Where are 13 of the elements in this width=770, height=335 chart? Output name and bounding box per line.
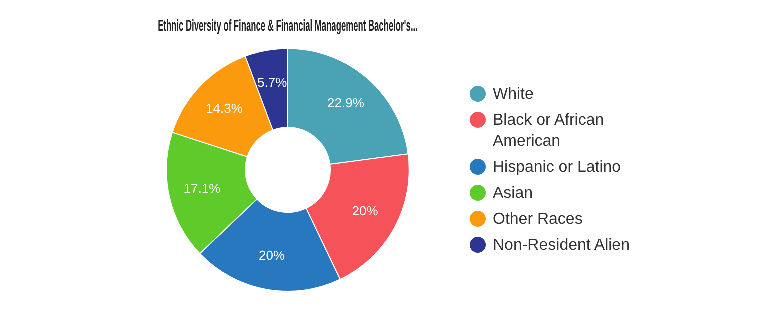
legend-label: Other Races <box>493 210 584 230</box>
data-label: 20% <box>352 204 379 219</box>
legend-label: White <box>493 85 535 105</box>
legend-label: Non-Resident Alien <box>493 236 631 256</box>
data-label: 14.3% <box>206 100 244 116</box>
legend-label: Hispanic or Latino <box>493 158 622 178</box>
data-label: 20% <box>259 248 286 264</box>
legend-label: Asian <box>493 184 534 204</box>
data-label: 5.7% <box>258 75 288 90</box>
chart-title: Ethnic Diversity of Finance & Financial Management Bachelor's... <box>158 16 418 35</box>
data-label: 22.9% <box>328 96 365 111</box>
legend-label: Black or African American <box>493 111 606 152</box>
data-label: 17.1% <box>184 181 222 196</box>
